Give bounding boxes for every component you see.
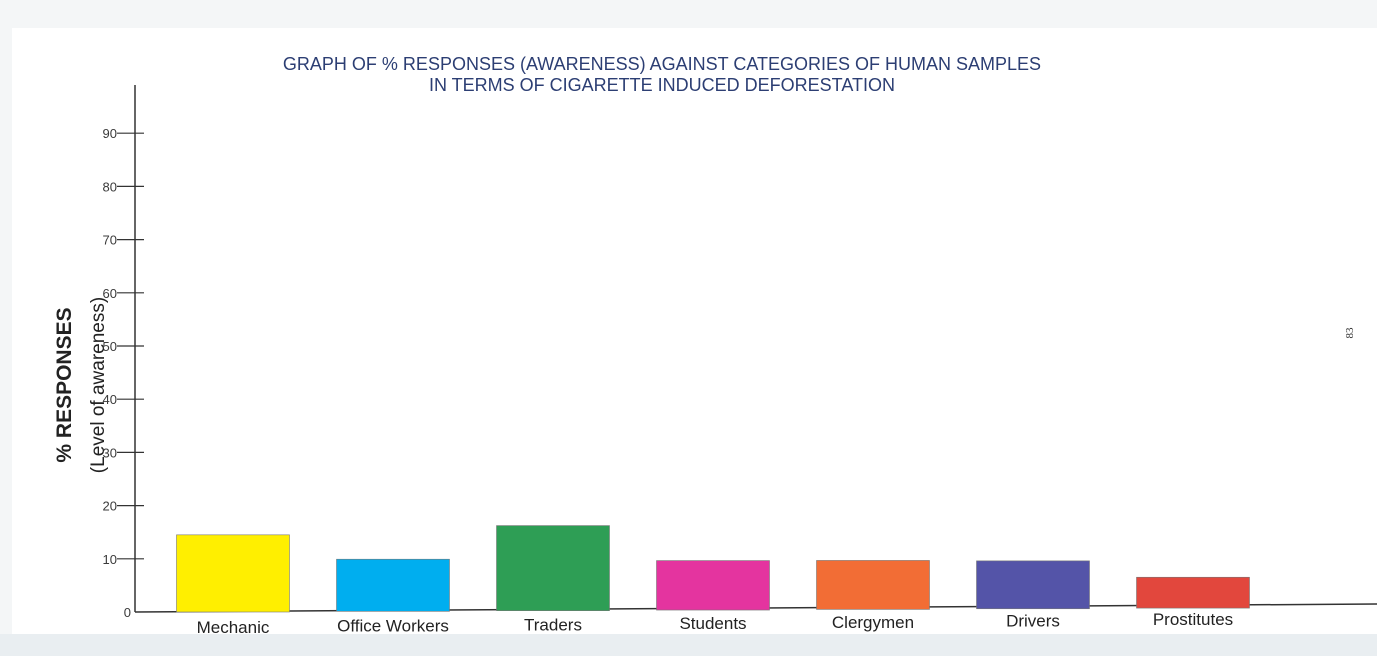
- y-tick-label: 40: [103, 392, 117, 407]
- y-tick-label: 80: [103, 179, 117, 194]
- y-axis-ticks: 0 10 20 30 40 50 60 70 80 90: [103, 126, 144, 620]
- bar-clergymen: [816, 560, 930, 610]
- y-axis-sublabel: (Level of awareness): [88, 297, 109, 473]
- y-tick-label: 10: [103, 552, 117, 567]
- y-axis-label: % RESPONSES: [53, 307, 76, 462]
- x-tick-label: Mechanic: [197, 618, 270, 637]
- y-tick-label: 60: [103, 286, 117, 301]
- bar-mechanic: [176, 534, 290, 613]
- x-tick-label: Students: [679, 614, 746, 633]
- page-bottom-band: [0, 634, 1377, 656]
- y-tick-label: 30: [103, 445, 117, 460]
- y-tick-label: 90: [103, 126, 117, 141]
- page-sheet: [12, 28, 1377, 634]
- y-tick-label: 20: [103, 499, 117, 514]
- x-tick-label: Office Workers: [337, 617, 449, 636]
- page-number: 83: [1344, 327, 1356, 339]
- bar-office-workers: [336, 558, 450, 612]
- bar-traders: [496, 525, 610, 612]
- x-tick-label: Traders: [524, 615, 582, 634]
- y-tick-label: 50: [103, 339, 117, 354]
- bars: [176, 525, 1250, 613]
- x-tick-label: Clergymen: [832, 613, 914, 632]
- y-tick-label: 0: [124, 605, 131, 620]
- bar-prostitutes: [1136, 576, 1250, 609]
- bar-students: [656, 560, 770, 611]
- chart-axes: [134, 85, 1377, 613]
- x-tick-label: Drivers: [1006, 612, 1060, 631]
- x-tick-label: Prostitutes: [1153, 610, 1233, 629]
- chart-title-line-1: GRAPH OF % RESPONSES (AWARENESS) AGAINST…: [283, 54, 1041, 74]
- bar-drivers: [976, 560, 1090, 610]
- x-axis-category-labels: Mechanic Office Workers Traders Students Cle…: [197, 610, 1234, 637]
- chart-title-line-2: IN TERMS OF CIGARETTE INDUCED DEFORESTAT…: [429, 75, 895, 95]
- y-tick-label: 70: [103, 233, 117, 248]
